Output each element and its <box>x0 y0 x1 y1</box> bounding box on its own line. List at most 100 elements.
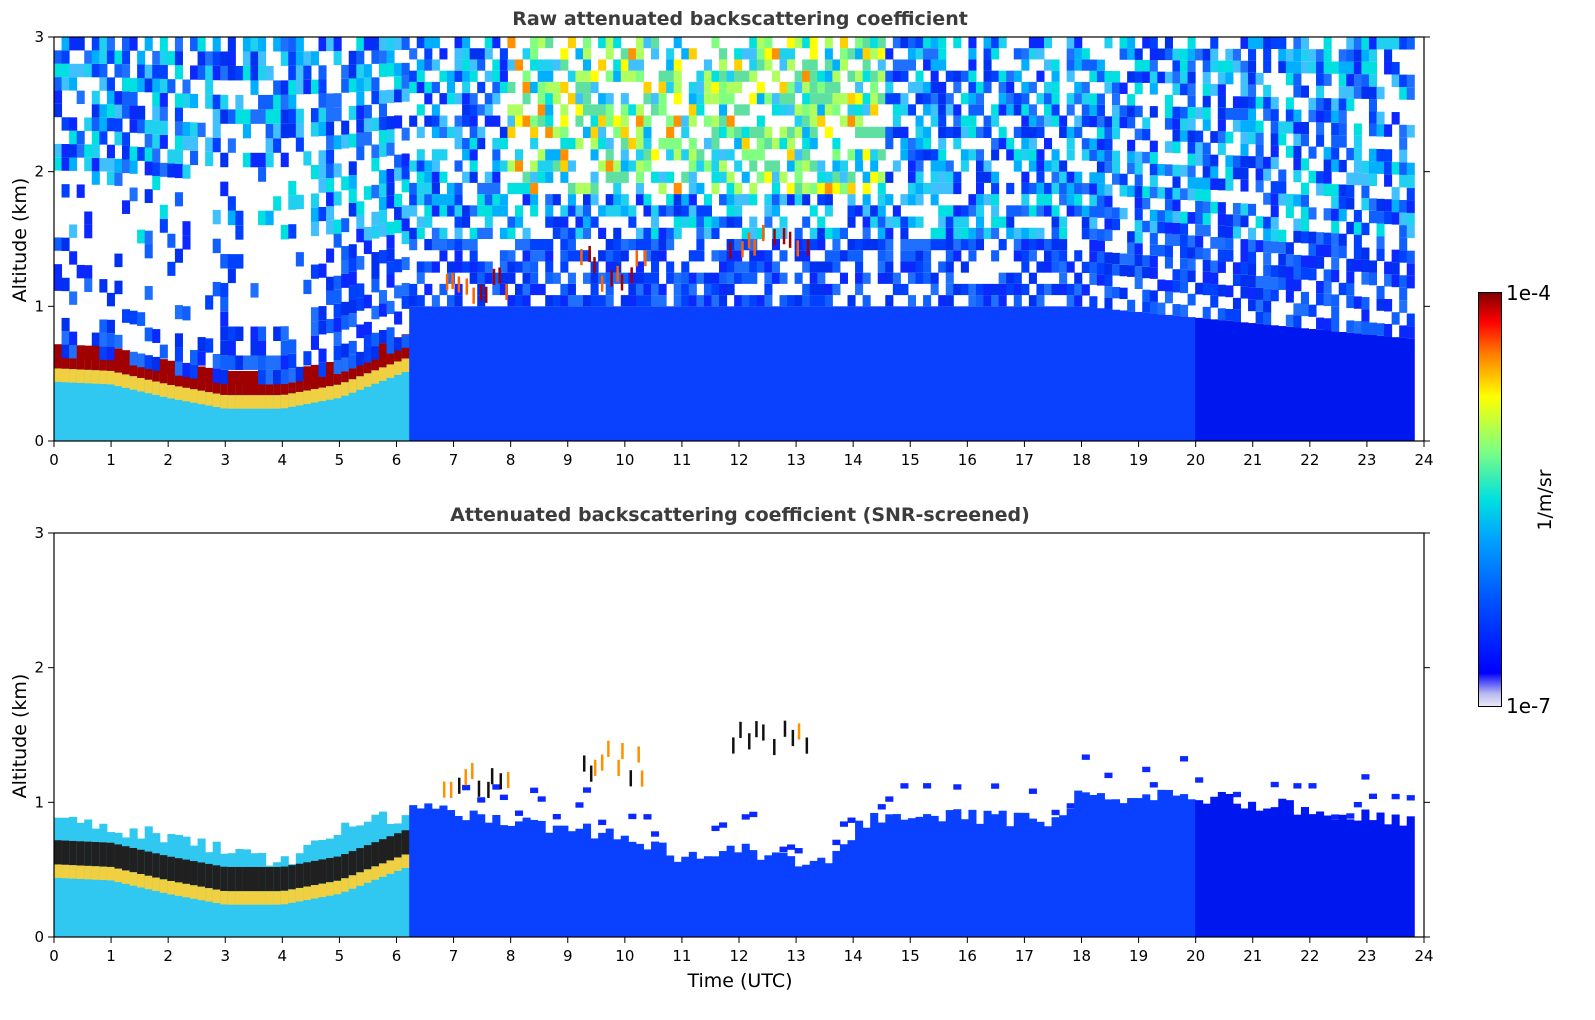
heatmap-cell <box>1195 200 1204 213</box>
heatmap-cell <box>1172 199 1181 212</box>
heatmap-cell <box>273 123 282 139</box>
heatmap-cell <box>416 306 425 441</box>
heatmap-cell <box>439 805 448 937</box>
heatmap-cell <box>1036 126 1045 138</box>
heatmap-cell <box>696 306 705 441</box>
heatmap-cell <box>1346 37 1355 50</box>
y-tick-label: 0 <box>34 928 44 946</box>
heatmap-cell <box>847 239 856 251</box>
heatmap-cell <box>613 227 622 239</box>
heatmap-cell <box>1149 83 1158 95</box>
heatmap-cell <box>1172 269 1181 281</box>
heatmap-cell <box>371 37 380 51</box>
heatmap-cell <box>197 366 206 391</box>
heatmap-cell <box>1210 284 1219 296</box>
heatmap-cell <box>371 305 380 320</box>
heatmap-cell <box>356 91 365 106</box>
heatmap-cell <box>545 306 554 441</box>
heatmap-cell <box>832 227 841 239</box>
x-tick-label: 21 <box>1243 451 1262 469</box>
heatmap-cell <box>363 226 372 241</box>
heatmap-cell <box>945 250 954 262</box>
heatmap-cell <box>190 861 199 886</box>
colorbar <box>1478 292 1502 707</box>
heatmap-cell <box>54 63 63 78</box>
heatmap-cell <box>1248 323 1257 441</box>
heatmap-cell <box>1376 236 1385 249</box>
heatmap-cell <box>1036 48 1045 60</box>
heatmap-cell <box>303 51 312 66</box>
heatmap-cell <box>1028 182 1037 195</box>
heatmap-cell <box>938 160 947 172</box>
cloud-mark <box>640 770 644 787</box>
heatmap-cell <box>1270 781 1279 788</box>
heatmap-cell <box>847 149 856 161</box>
cloud-mark <box>621 742 624 760</box>
heatmap-cell <box>507 216 516 228</box>
heatmap-cell <box>628 205 637 217</box>
heatmap-cell <box>129 119 138 133</box>
heatmap-cell <box>1089 93 1098 105</box>
heatmap-cell <box>975 283 985 296</box>
heatmap-cell <box>356 324 365 339</box>
heatmap-cell <box>227 866 236 892</box>
heatmap-cell <box>719 48 728 60</box>
heatmap-cell <box>1399 74 1408 88</box>
heatmap-cell <box>1225 131 1234 144</box>
x-tick-label: 4 <box>278 947 288 965</box>
heatmap-cell <box>1384 211 1393 225</box>
heatmap-cell <box>703 81 712 94</box>
heatmap-cell <box>469 171 478 183</box>
heatmap-cell <box>1338 110 1347 124</box>
heatmap-cell <box>847 115 856 127</box>
heatmap-cell <box>1285 278 1294 291</box>
heatmap-cell <box>356 50 365 65</box>
heatmap-cell <box>371 278 380 293</box>
heatmap-cell <box>855 261 864 273</box>
heatmap-cell <box>802 306 811 441</box>
heatmap-cell <box>265 210 274 226</box>
heatmap-cell <box>741 48 750 60</box>
cloud-mark <box>445 274 449 291</box>
heatmap-cell <box>635 182 644 195</box>
heatmap-cell <box>1225 320 1234 441</box>
heatmap-cell <box>1021 59 1030 71</box>
heatmap-cell <box>1149 800 1158 937</box>
heatmap-cell <box>326 37 335 52</box>
heatmap-cell <box>643 115 652 127</box>
heatmap-cell <box>1263 37 1272 49</box>
heatmap-cell <box>537 160 546 172</box>
heatmap-cell <box>635 115 644 127</box>
heatmap-cell <box>378 303 388 317</box>
heatmap-cell <box>431 115 440 127</box>
heatmap-cell <box>1263 240 1272 253</box>
heatmap-cell <box>1285 206 1294 219</box>
heatmap-cell <box>1059 239 1068 251</box>
heatmap-cell <box>1368 161 1378 174</box>
heatmap-cell <box>749 194 758 206</box>
heatmap-cell <box>1112 218 1121 231</box>
heatmap-cell <box>1172 83 1181 96</box>
heatmap-cell <box>567 205 576 217</box>
heatmap-cell <box>651 104 660 116</box>
heatmap-cell <box>1081 138 1090 150</box>
heatmap-cell <box>787 48 796 60</box>
heatmap-cell <box>620 205 629 217</box>
heatmap-cell <box>575 250 584 262</box>
heatmap-cell <box>227 138 236 153</box>
heatmap-cell <box>1028 81 1037 94</box>
heatmap-cell <box>643 283 652 296</box>
heatmap-cell <box>137 378 146 392</box>
x-tick-label: 4 <box>278 451 288 469</box>
heatmap-cell <box>333 384 342 399</box>
heatmap-cell <box>1240 179 1249 192</box>
heatmap-cell <box>371 346 380 360</box>
heatmap-cell <box>167 233 176 248</box>
heatmap-cell <box>779 306 788 441</box>
heatmap-cell <box>1180 234 1189 247</box>
heatmap-cell <box>212 238 221 254</box>
heatmap-cell <box>1316 183 1325 196</box>
heatmap-cell <box>348 78 357 93</box>
heatmap-cell <box>1089 194 1098 207</box>
heatmap-cell <box>152 50 161 65</box>
